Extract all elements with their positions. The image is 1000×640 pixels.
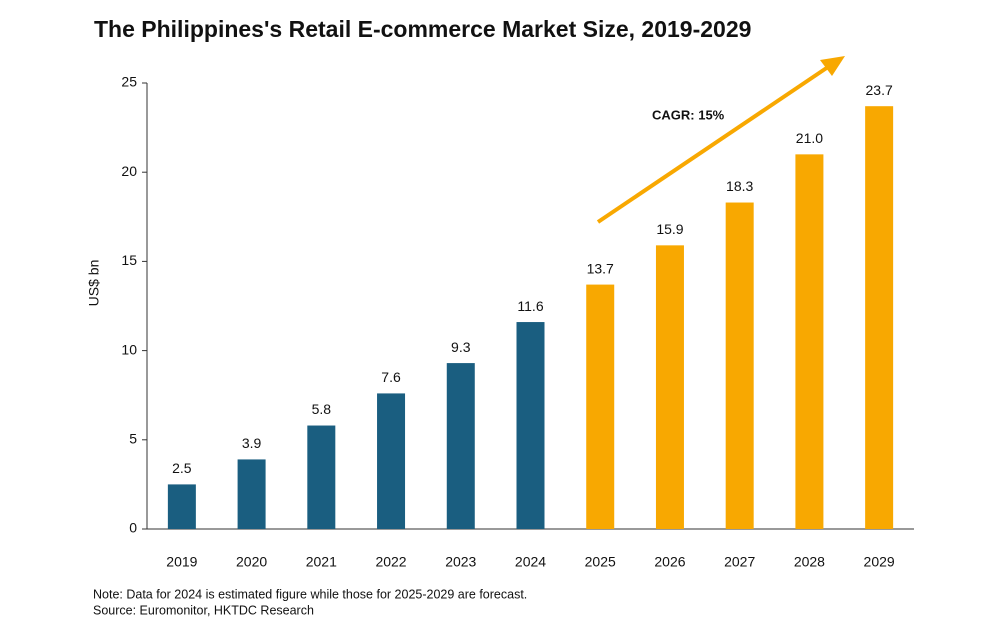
bar (725, 202, 754, 529)
y-tick-label: 0 (129, 520, 137, 536)
x-tick-label: 2023 (445, 554, 476, 570)
value-label: 2.5 (172, 460, 192, 476)
bar (307, 425, 336, 529)
bar (655, 245, 684, 529)
chart-title: The Philippines's Retail E-commerce Mark… (94, 16, 751, 42)
value-label: 5.8 (312, 401, 332, 417)
bar (795, 154, 824, 530)
arrow-head (820, 56, 845, 76)
value-label: 7.6 (381, 369, 401, 385)
y-tick-label: 20 (121, 163, 137, 179)
y-tick-label: 25 (121, 74, 137, 90)
bar (167, 484, 196, 529)
y-tick-label: 10 (121, 341, 137, 357)
bar (377, 393, 406, 529)
y-tick-label: 15 (121, 252, 137, 268)
x-tick-label: 2026 (654, 554, 685, 570)
x-tick-label: 2019 (166, 554, 197, 570)
x-tick-label: 2024 (515, 554, 546, 570)
x-tick-label: 2020 (236, 554, 267, 570)
y-tick-label: 5 (129, 431, 137, 447)
x-tick-label: 2027 (724, 554, 755, 570)
value-label: 23.7 (866, 82, 893, 98)
value-label: 15.9 (656, 221, 683, 237)
bar (586, 284, 615, 529)
x-tick-label: 2022 (375, 554, 406, 570)
value-label: 11.6 (517, 298, 543, 314)
annotation: CAGR: 15% (652, 107, 725, 122)
value-label: 9.3 (451, 339, 471, 355)
value-label: 21.0 (796, 130, 823, 146)
y-axis-label: US$ bn (86, 260, 102, 307)
bar (516, 322, 545, 529)
x-tick-label: 2021 (306, 554, 337, 570)
source: Source: Euromonitor, HKTDC Research (93, 603, 314, 617)
note: Note: Data for 2024 is estimated figure … (93, 587, 527, 601)
x-tick-label: 2025 (585, 554, 616, 570)
x-tick-label: 2028 (794, 554, 825, 570)
value-label: 18.3 (726, 178, 753, 194)
bar (237, 459, 266, 529)
value-label: 3.9 (242, 435, 262, 451)
bar (446, 363, 475, 529)
value-label: 13.7 (587, 260, 614, 276)
bar (865, 106, 894, 529)
x-tick-label: 2029 (864, 554, 895, 570)
trend-arrow (596, 65, 830, 224)
